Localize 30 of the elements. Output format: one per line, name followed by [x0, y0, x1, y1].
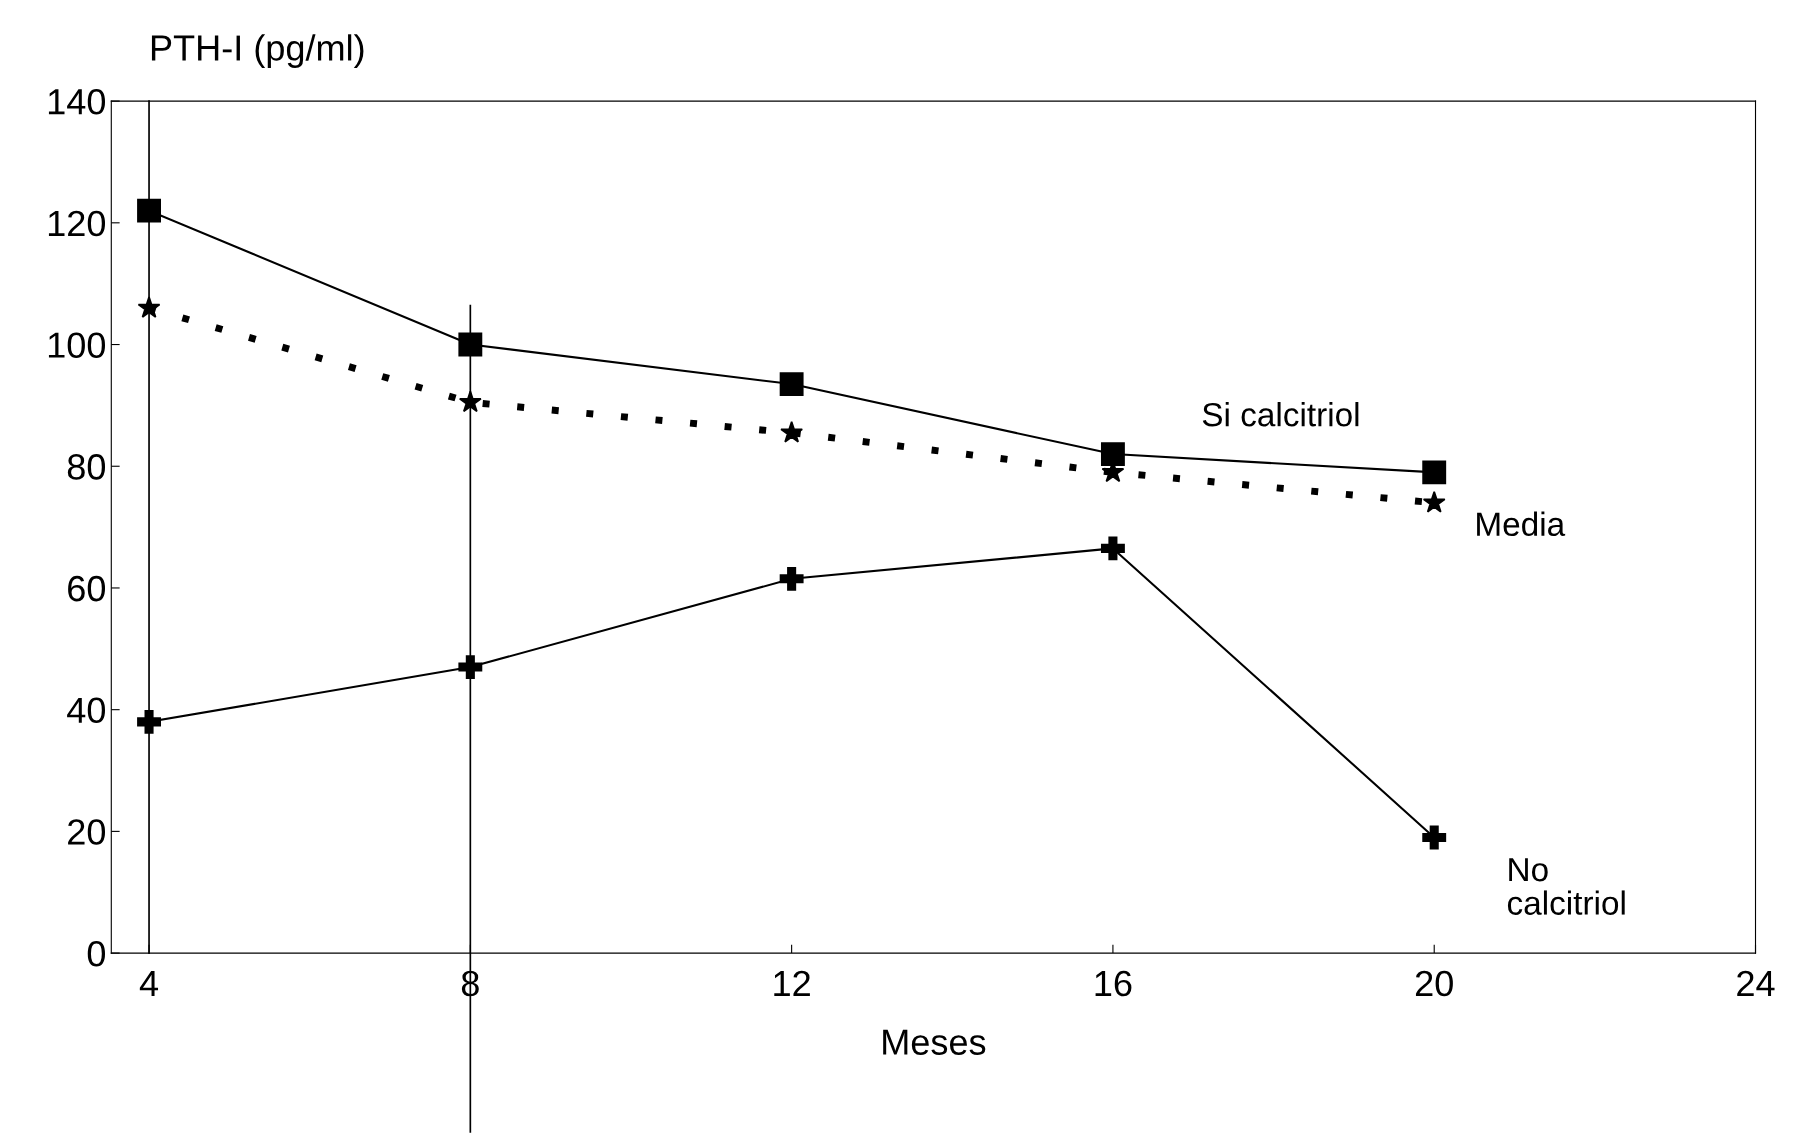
point [779, 372, 804, 397]
point [1100, 442, 1125, 467]
y-axis-title: PTH-I (pg/ml) [151, 34, 364, 68]
point [1422, 490, 1446, 513]
point [779, 566, 804, 591]
point [1422, 460, 1447, 485]
y-tick-label: 20 [68, 819, 106, 845]
y-tick-label: 100 [48, 332, 106, 358]
y-tick-label: 80 [67, 454, 106, 480]
point [458, 655, 483, 680]
series-label: Si calcitriol [1202, 402, 1359, 427]
y-tick-label: 0 [87, 940, 106, 967]
x-tick-label: 4 [139, 971, 159, 996]
point [458, 332, 483, 357]
y-tick-label: 120 [48, 210, 106, 237]
x-tick-label: 12 [774, 970, 810, 996]
x-tick-label: 24 [1737, 970, 1775, 996]
y-tick-label: 40 [67, 697, 106, 724]
x-tick-label: 16 [1095, 970, 1132, 997]
point [1100, 536, 1125, 561]
series-label: Media [1477, 511, 1566, 537]
series-label: No calcitriol [1507, 858, 1625, 915]
point [458, 390, 482, 413]
point [1422, 825, 1447, 850]
x-axis-title: Meses [883, 1029, 986, 1055]
point [780, 420, 804, 443]
y-tick-label: 140 [48, 88, 106, 115]
y-tick-label: 60 [68, 575, 106, 602]
x-tick-label: 20 [1415, 970, 1453, 997]
point [137, 198, 161, 223]
